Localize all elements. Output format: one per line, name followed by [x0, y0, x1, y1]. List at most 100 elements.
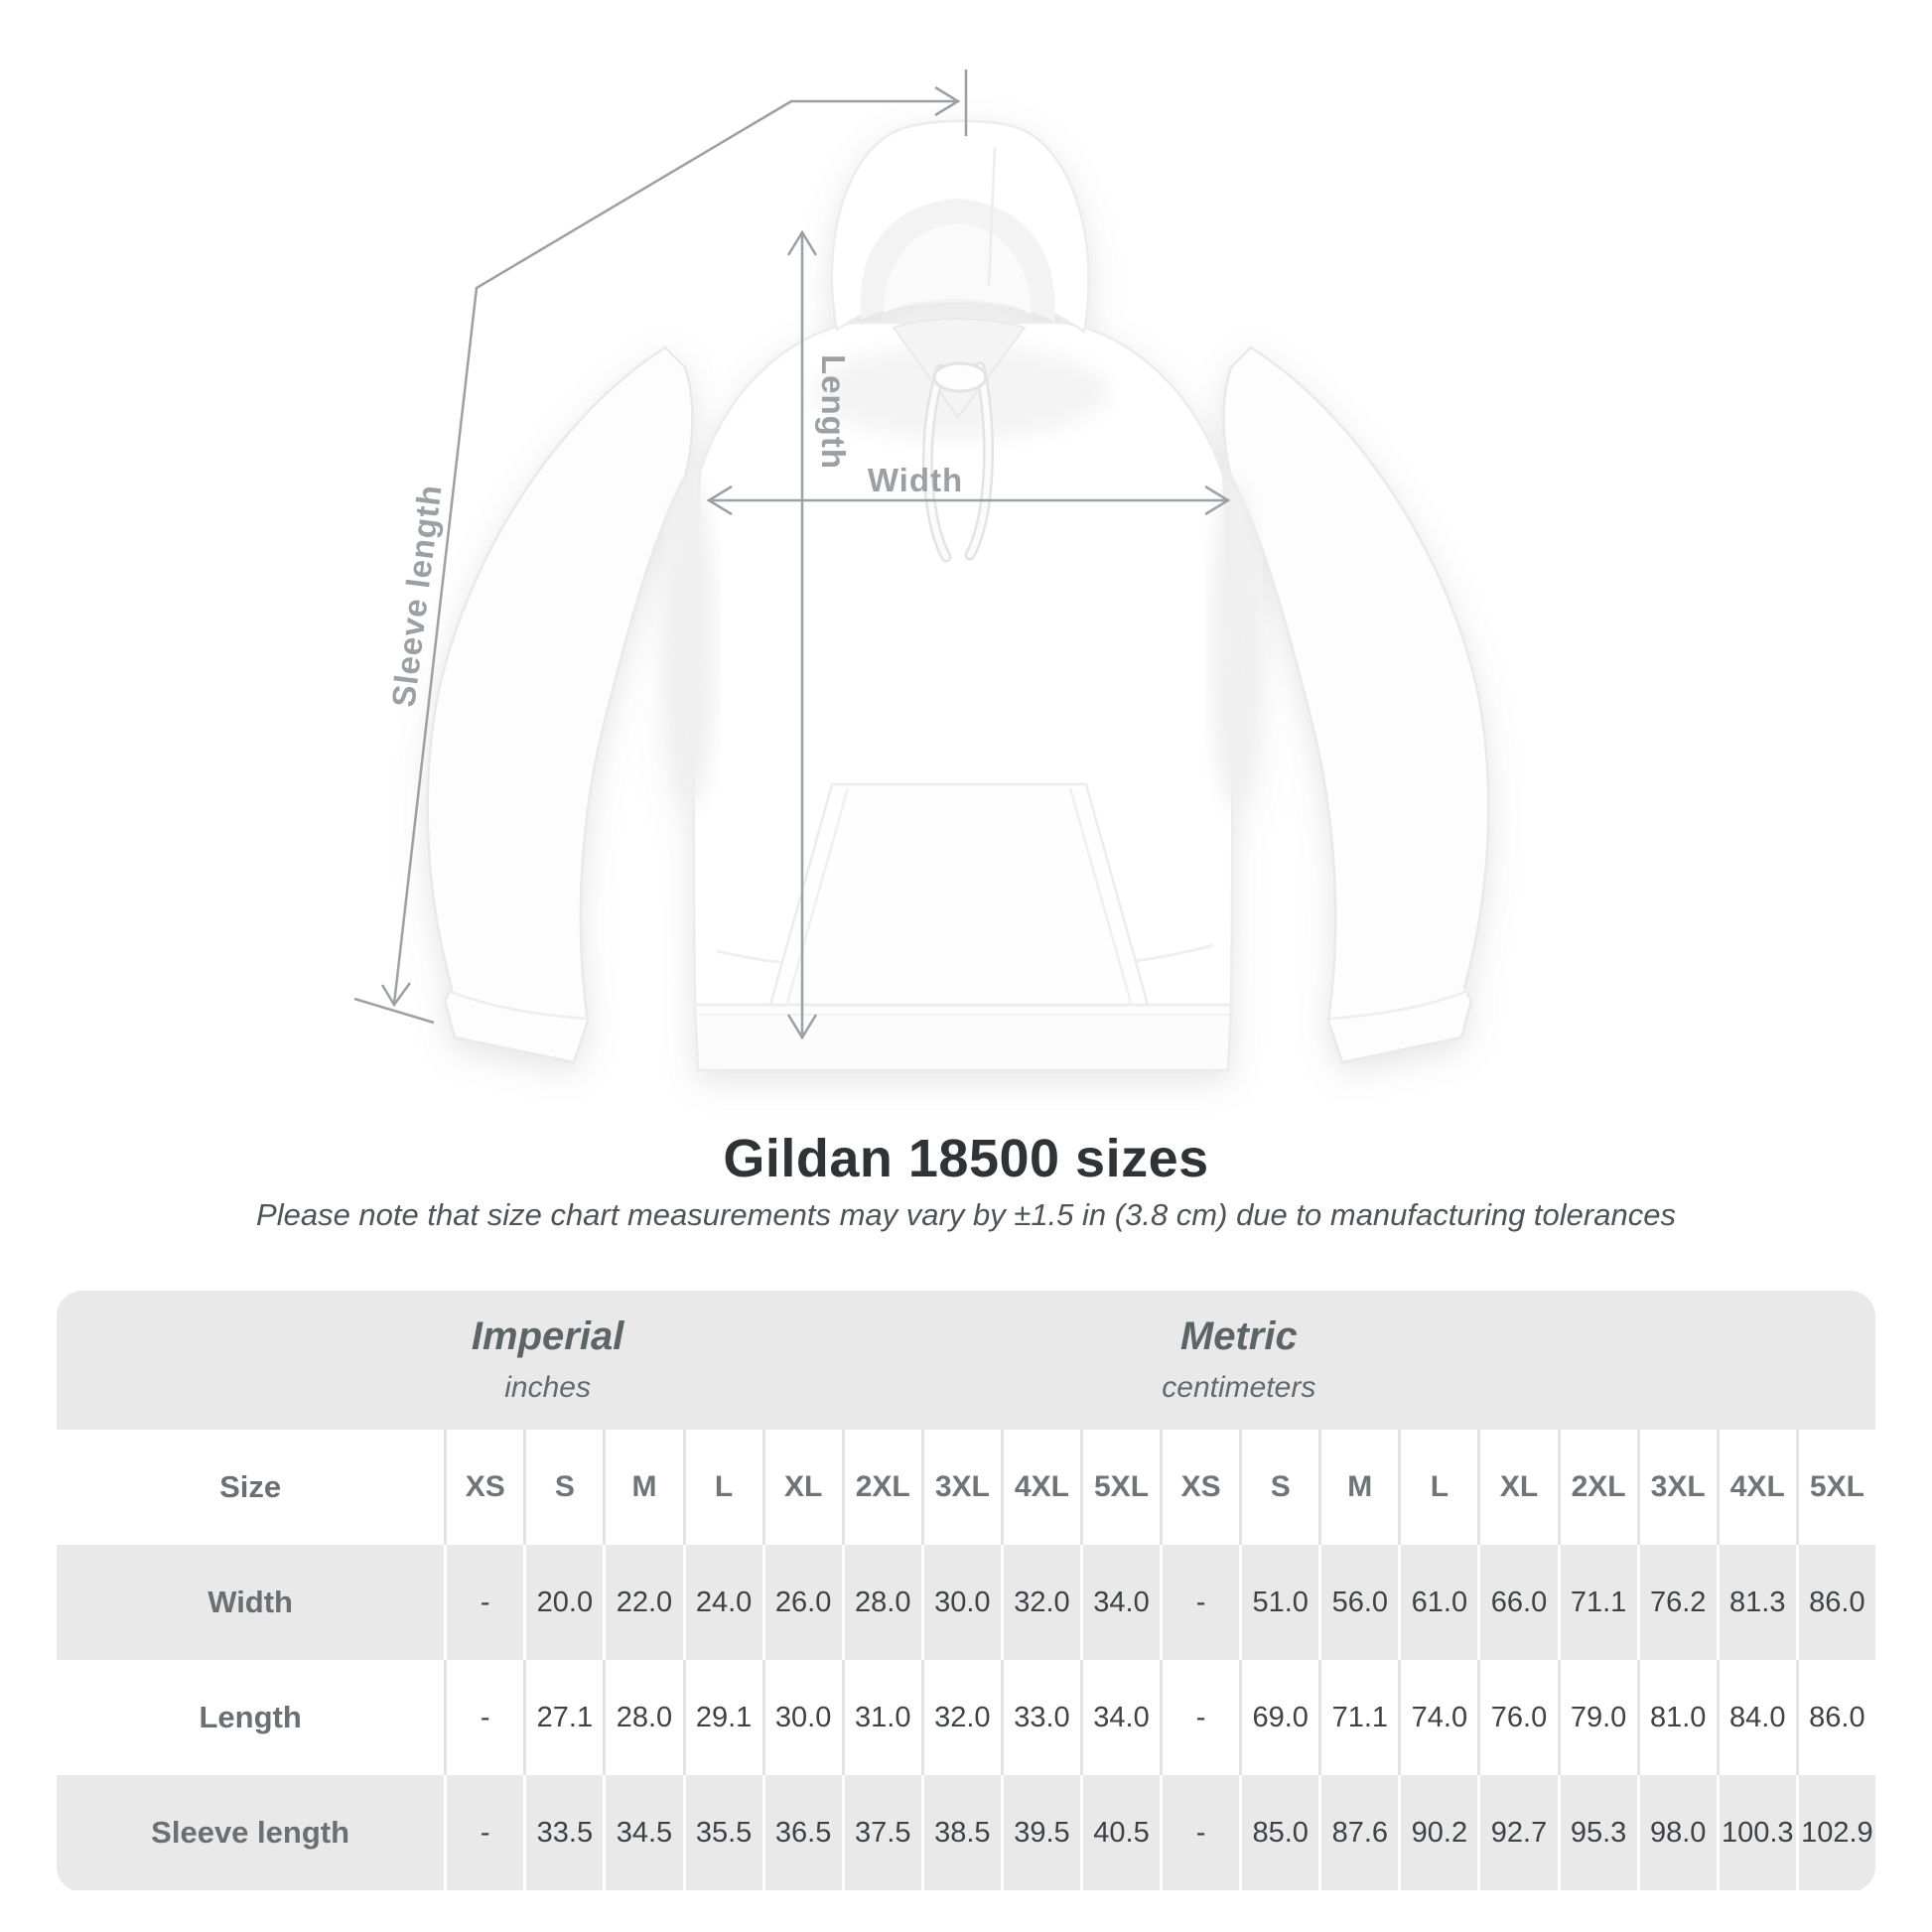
- value-cell: -: [1160, 1660, 1239, 1775]
- value-cell: 29.1: [682, 1660, 762, 1775]
- tolerance-note: Please note that size chart measurements…: [256, 1197, 1676, 1232]
- right-fold-shading: [1210, 482, 1258, 809]
- size-column-header: Size: [219, 1469, 282, 1504]
- drawstring-knot: [932, 361, 988, 393]
- value-cell: 32.0: [1000, 1545, 1080, 1660]
- imperial-unit: inches: [504, 1371, 591, 1404]
- size-header-cell: L: [682, 1430, 762, 1545]
- value-cell: 36.5: [761, 1775, 842, 1890]
- imperial-label: Imperial: [471, 1314, 624, 1358]
- value-cell: 22.0: [603, 1545, 682, 1660]
- value-cell: -: [1160, 1545, 1239, 1660]
- size-header-cell: XS: [1160, 1430, 1239, 1545]
- row-label: Sleeve length: [151, 1815, 350, 1850]
- size-header-cell: XS: [444, 1430, 523, 1545]
- left-fold-shading: [668, 482, 716, 809]
- left-sleeve: [426, 345, 694, 1064]
- imperial-unit-header: Imperial inches: [472, 1314, 623, 1405]
- size-header-cell: 3XL: [1636, 1430, 1717, 1545]
- size-header-cell: 4XL: [1716, 1430, 1796, 1545]
- value-cell: 71.1: [1557, 1545, 1637, 1660]
- dimension-lines: [353, 69, 1231, 1040]
- value-cell: 90.2: [1398, 1775, 1477, 1890]
- value-cell: 33.0: [1000, 1660, 1080, 1775]
- unit-header-band: Imperial inches Metric centimeters: [57, 1291, 1875, 1430]
- value-cell: -: [444, 1545, 523, 1660]
- size-header-cell: L: [1398, 1430, 1477, 1545]
- value-cell: 61.0: [1398, 1545, 1477, 1660]
- measurement-row-sleeve-length: Sleeve length -33.5 34.5 35.5 36.5 37.5 38.5 39…: [57, 1775, 1875, 1890]
- value-cell: 34.0: [1079, 1545, 1160, 1660]
- hood-inner-back: [884, 223, 1032, 314]
- value-cell: 37.5: [841, 1775, 921, 1890]
- left-cuff-seam: [448, 989, 587, 1021]
- value-cell: 87.6: [1318, 1775, 1398, 1890]
- value-cell: 92.7: [1477, 1775, 1557, 1890]
- value-cell: -: [444, 1775, 523, 1890]
- value-cell: 51.0: [1239, 1545, 1318, 1660]
- left-drawstring-highlight: [924, 366, 949, 560]
- value-cell: 76.2: [1636, 1545, 1717, 1660]
- width-line: [706, 484, 1231, 516]
- value-cell: 35.5: [682, 1775, 762, 1890]
- length-line: [786, 229, 818, 1040]
- value-cell: 31.0: [841, 1660, 921, 1775]
- right-drawstring-highlight: [967, 364, 992, 558]
- value-cell: 24.0: [682, 1545, 762, 1660]
- page-title: Gildan 18500 sizes: [723, 1129, 1209, 1188]
- size-header-cell: 2XL: [841, 1430, 921, 1545]
- sleeve-length-line: [353, 69, 968, 1025]
- right-sleeve: [1222, 345, 1490, 1064]
- value-cell: 81.0: [1636, 1660, 1717, 1775]
- value-cell: 74.0: [1398, 1660, 1477, 1775]
- hoodie-illustration: [353, 69, 1490, 1072]
- value-cell: -: [444, 1660, 523, 1775]
- right-cuff-seam: [1329, 989, 1468, 1021]
- size-chart-table: Size XS S M L XL 2XL 3XL 4XL 5XL XS S M L XL 2XL 3XL 4XL 5…: [57, 1430, 1875, 1890]
- value-cell: 30.0: [920, 1545, 1001, 1660]
- value-cell: 79.0: [1557, 1660, 1637, 1775]
- hoodie-garment: [426, 119, 1490, 1072]
- value-cell: 98.0: [1636, 1775, 1717, 1890]
- value-cell: -: [1160, 1775, 1239, 1890]
- size-header-cell: 4XL: [1000, 1430, 1080, 1545]
- size-header-cell: XL: [761, 1430, 842, 1545]
- value-cell: 38.5: [920, 1775, 1001, 1890]
- row-label: Width: [207, 1585, 293, 1619]
- value-cell: 100.3: [1716, 1775, 1796, 1890]
- metric-unit: centimeters: [1162, 1371, 1316, 1404]
- value-cell: 32.0: [920, 1660, 1001, 1775]
- metric-label: Metric: [1179, 1314, 1298, 1358]
- metric-unit-header: Metric centimeters: [1162, 1314, 1315, 1405]
- value-cell: 56.0: [1318, 1545, 1398, 1660]
- value-cell: 86.0: [1795, 1545, 1875, 1660]
- size-header-cell: S: [523, 1430, 603, 1545]
- value-cell: 28.0: [603, 1660, 682, 1775]
- value-cell: 69.0: [1239, 1660, 1318, 1775]
- row-label: Length: [199, 1700, 302, 1734]
- value-cell: 95.3: [1557, 1775, 1637, 1890]
- pocket-left-stitch: [785, 787, 850, 1004]
- value-cell: 27.1: [523, 1660, 603, 1775]
- size-header-cell: 5XL: [1079, 1430, 1160, 1545]
- value-cell: 40.5: [1079, 1775, 1160, 1890]
- hoodie-measurement-diagram: Sleeve length Length Width: [353, 69, 1490, 1072]
- value-cell: 102.9: [1795, 1775, 1875, 1890]
- size-header-cell: M: [1318, 1430, 1398, 1545]
- value-cell: 28.0: [841, 1545, 921, 1660]
- size-header-cell: XL: [1477, 1430, 1557, 1545]
- value-cell: 81.3: [1716, 1545, 1796, 1660]
- size-header-cell: M: [603, 1430, 682, 1545]
- value-cell: 30.0: [761, 1660, 842, 1775]
- size-header-cell: S: [1239, 1430, 1318, 1545]
- hood-seam: [987, 146, 997, 287]
- width-label: Width: [867, 462, 964, 498]
- value-cell: 85.0: [1239, 1775, 1318, 1890]
- value-cell: 76.0: [1477, 1660, 1557, 1775]
- value-cell: 26.0: [761, 1545, 842, 1660]
- value-cell: 34.5: [603, 1775, 682, 1890]
- size-header-row: Size XS S M L XL 2XL 3XL 4XL 5XL XS S M L XL 2XL 3XL 4XL 5…: [57, 1430, 1875, 1545]
- kangaroo-pocket: [768, 782, 1150, 1007]
- size-header-cell: 3XL: [920, 1430, 1001, 1545]
